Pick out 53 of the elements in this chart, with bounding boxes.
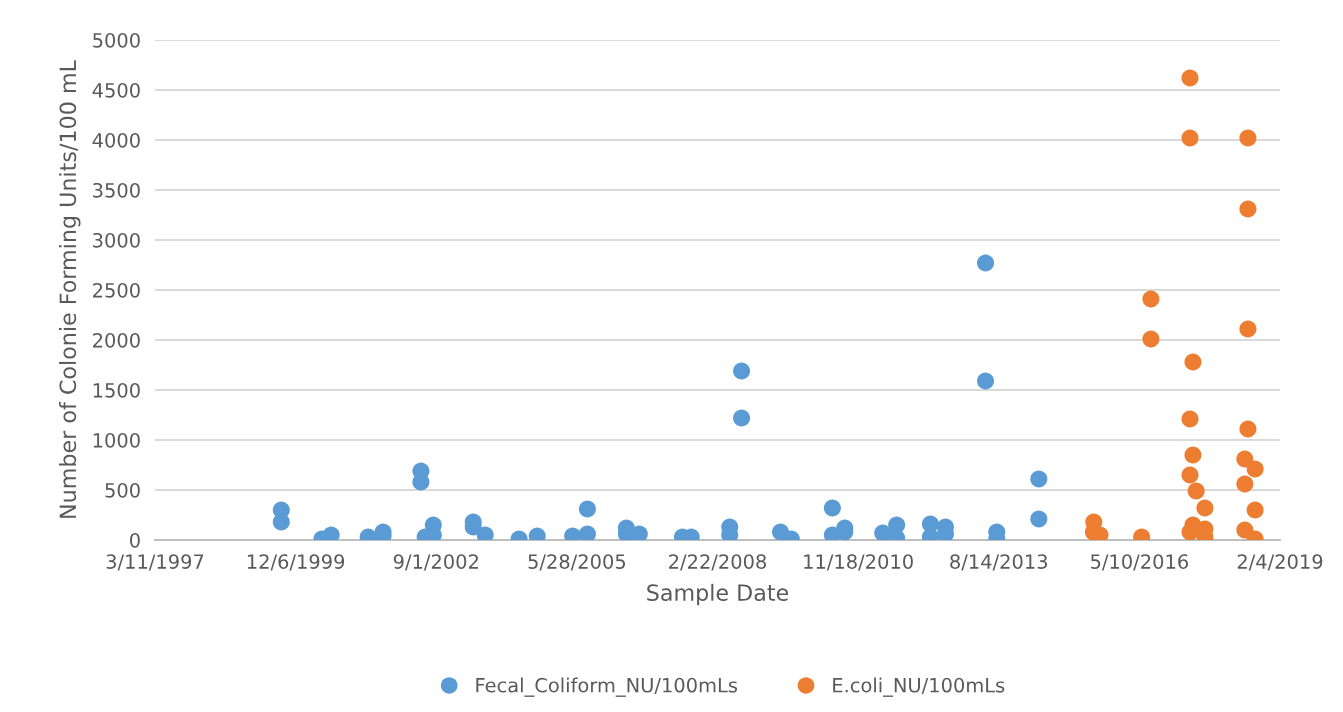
y-tick-label: 500	[105, 482, 140, 498]
point	[1142, 330, 1160, 348]
y-axis-title: Number of Colonie Forming Units/100 mL	[59, 60, 81, 518]
legend-label: E.coli_NU/100mLs	[833, 677, 1005, 697]
point	[1181, 410, 1199, 428]
x-tick-label: 5/10/2016	[1091, 554, 1188, 571]
y-tick-label: 2500	[93, 282, 140, 298]
point	[1236, 475, 1254, 493]
point	[578, 525, 596, 540]
point	[1239, 320, 1257, 338]
y-tick-label: 0	[130, 532, 140, 548]
x-tick-label: 3/11/1997	[106, 554, 204, 571]
point	[1196, 499, 1214, 517]
point	[1187, 482, 1205, 500]
point	[1142, 290, 1160, 308]
point	[1236, 450, 1254, 468]
point	[1246, 501, 1264, 519]
y-tick-label: 3000	[93, 232, 140, 248]
x-tick-label: 8/14/2013	[950, 554, 1048, 571]
x-axis-title: Sample Date	[647, 583, 789, 606]
point	[874, 524, 892, 540]
point	[733, 362, 751, 380]
y-tick-label: 3500	[93, 182, 140, 198]
point	[823, 499, 841, 517]
y-tick-label: 4000	[92, 132, 140, 148]
point	[1030, 470, 1048, 488]
y-tick-label: 1000	[93, 432, 140, 448]
point	[1030, 510, 1048, 528]
legend-label: Fecal_Coliform_NU/100mLs	[476, 677, 738, 697]
point	[1184, 353, 1202, 371]
point	[1239, 420, 1257, 438]
point	[1239, 129, 1257, 147]
point	[977, 372, 995, 390]
point	[977, 254, 995, 272]
x-tick-label: 2/22/2008	[669, 554, 767, 571]
point	[1184, 446, 1202, 464]
x-tick-label: 5/28/2005	[528, 554, 626, 571]
x-tick-label: 12/6/1999	[247, 554, 345, 571]
point	[1239, 200, 1257, 218]
y-tick-label: 2000	[93, 332, 140, 348]
point	[578, 500, 596, 518]
point	[733, 409, 751, 427]
point	[1181, 69, 1199, 87]
point	[1181, 129, 1199, 147]
y-tick-label: 5000	[93, 32, 140, 48]
x-tick-label: 9/1/2002	[393, 554, 478, 571]
y-tick-label: 4500	[92, 82, 140, 98]
x-tick-label: 11/18/2010	[804, 554, 913, 571]
point	[1181, 523, 1199, 540]
x-tick-label: 2/4/2019	[1237, 554, 1323, 571]
y-tick-label: 1500	[93, 382, 140, 398]
point	[1181, 466, 1199, 484]
point	[1246, 460, 1264, 478]
